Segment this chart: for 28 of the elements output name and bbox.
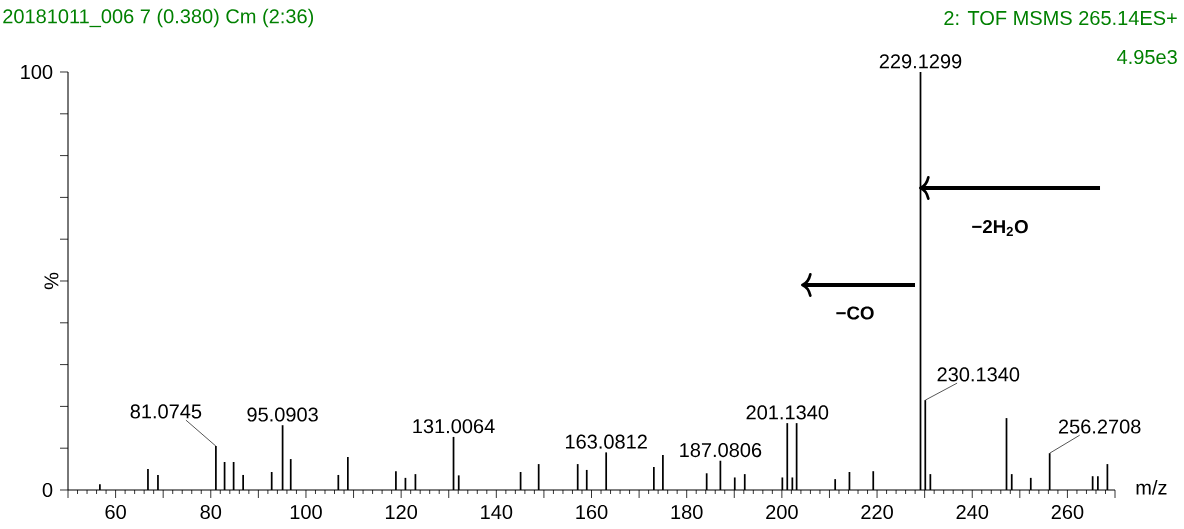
x-tick-label: 60 xyxy=(105,504,126,520)
annotation: −CO xyxy=(836,306,874,320)
text: 2: TOF MSMS 265.14ES+ xyxy=(944,10,1177,26)
x-tick-label: 140 xyxy=(481,504,513,520)
annotation: 187.0806 xyxy=(680,442,762,458)
annotation: 81.0745 xyxy=(130,404,202,419)
annotation: 230.1340 xyxy=(937,367,1020,382)
y-axis-title: % xyxy=(44,272,59,290)
x-tick-label: 240 xyxy=(956,504,989,520)
x-tick-label: 220 xyxy=(861,504,893,520)
x-tick-label: 100 xyxy=(290,504,322,520)
text: 4.95e3 xyxy=(1117,49,1177,65)
y-tick-label: 0 xyxy=(42,482,53,498)
annotation: 256.2708 xyxy=(1058,419,1141,434)
x-tick-label: 120 xyxy=(385,504,418,520)
x-tick-label: 80 xyxy=(200,504,222,520)
x-tick-label: 180 xyxy=(671,504,703,520)
x-tick-label: 160 xyxy=(576,504,608,520)
annotation: 95.0903 xyxy=(247,407,318,422)
annotation: 229.1299 xyxy=(879,54,962,69)
annotation: 201.1340 xyxy=(746,405,829,420)
chart-title: 20181011_006 7 (0.380) Cm (2:36) xyxy=(3,8,314,28)
x-tick-label: 260 xyxy=(1051,504,1084,520)
annotation: 163.0812 xyxy=(565,434,647,449)
x-tick-label: 200 xyxy=(766,504,798,520)
annotation: 131.0064 xyxy=(413,419,495,434)
x-axis-title: m/z xyxy=(1136,479,1167,495)
annotation: −2H$_{2}$O xyxy=(972,220,1028,236)
